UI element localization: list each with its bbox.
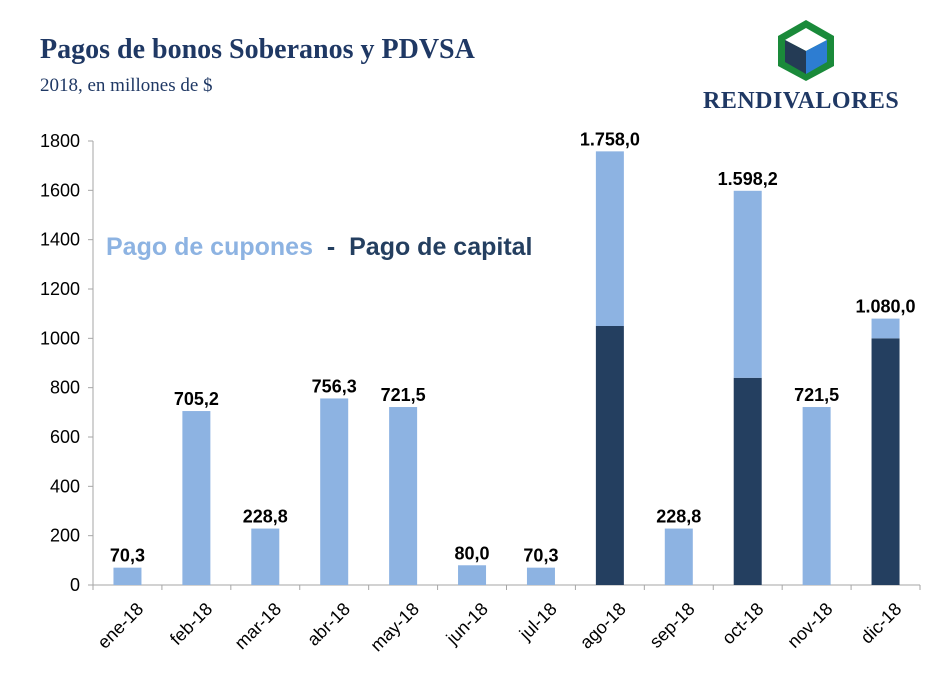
y-tick-label: 600 <box>50 427 80 447</box>
bar-capital <box>733 377 762 585</box>
x-tick-label: sep-18 <box>646 599 699 652</box>
bar-cupones <box>458 565 487 585</box>
bar-cupones <box>526 567 555 585</box>
x-tick-label: ene-18 <box>94 599 148 653</box>
bar-cupones <box>389 407 418 585</box>
logo-text: RENDIVALORES <box>703 88 900 114</box>
data-label: 756,3 <box>312 376 357 396</box>
bar-cupones <box>320 398 349 585</box>
legend-capital-label: Pago de capital <box>349 233 532 261</box>
x-tick-label: may-18 <box>366 599 423 656</box>
bar-cupones <box>182 411 211 585</box>
x-tick-label: dic-18 <box>857 599 906 648</box>
y-tick-label: 800 <box>50 378 80 398</box>
data-label: 70,3 <box>523 546 558 566</box>
x-tick-label: mar-18 <box>231 599 285 653</box>
x-tick-label: nov-18 <box>783 599 836 652</box>
data-label: 228,8 <box>656 507 701 527</box>
bar-cupones <box>802 407 831 585</box>
data-label: 705,2 <box>174 389 219 409</box>
y-tick-label: 1600 <box>40 180 80 200</box>
data-label: 1.758,0 <box>580 129 640 149</box>
x-tick-label: oct-18 <box>718 599 768 649</box>
x-tick-label: jul-18 <box>515 599 561 645</box>
legend-separator: - <box>320 233 342 261</box>
y-tick-label: 1000 <box>40 328 80 348</box>
y-tick-label: 400 <box>50 476 80 496</box>
bar-cupones <box>664 528 693 585</box>
y-tick-label: 0 <box>70 575 80 595</box>
bar-cupones <box>871 318 900 339</box>
data-label: 721,5 <box>381 385 426 405</box>
data-label: 1.080,0 <box>856 297 916 317</box>
chart-subtitle: 2018, en millones de $ <box>40 75 213 96</box>
cube-logo-icon <box>778 20 834 81</box>
data-label: 70,3 <box>110 546 145 566</box>
data-label: 80,0 <box>455 543 490 563</box>
y-tick-label: 1800 <box>40 131 80 151</box>
bar-capital <box>871 338 900 585</box>
x-tick-label: ago-18 <box>576 599 630 653</box>
bar-cupones <box>113 567 142 585</box>
x-tick-label: feb-18 <box>166 599 216 649</box>
bar-cupones <box>733 190 762 378</box>
chart-title: Pagos de bonos Soberanos y PDVSA <box>40 34 475 65</box>
bar-cupones <box>595 151 624 326</box>
bar-cupones <box>251 528 280 585</box>
y-tick-label: 200 <box>50 526 80 546</box>
x-tick-label: abr-18 <box>303 599 354 650</box>
x-tick-label: jun-18 <box>442 599 492 649</box>
data-label: 1.598,2 <box>718 169 778 189</box>
legend-coupon-label: Pago de cupones <box>106 233 313 261</box>
bar-capital <box>595 326 624 585</box>
data-label: 721,5 <box>794 385 839 405</box>
legend: Pago de cupones - Pago de capital <box>106 233 533 261</box>
data-label: 228,8 <box>243 507 288 527</box>
y-tick-label: 1400 <box>40 230 80 250</box>
y-tick-label: 1200 <box>40 279 80 299</box>
